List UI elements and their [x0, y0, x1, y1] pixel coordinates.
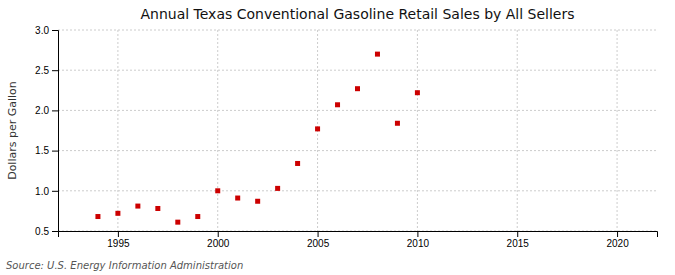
x-grid-line — [617, 30, 618, 231]
y-tick-label: 0.5 — [35, 226, 49, 237]
x-tick-label: 2000 — [207, 238, 230, 249]
y-grid-line — [58, 190, 657, 191]
point — [135, 204, 140, 209]
x-tick-label: 2005 — [307, 238, 330, 249]
point — [215, 188, 220, 193]
title: Annual Texas Conventional Gasoline Retai… — [140, 6, 574, 22]
y-grid-line — [58, 150, 657, 151]
y-grid-line — [58, 70, 657, 71]
y-axis: 0.5 1.0 1.5 2.0 2.5 3.0 — [35, 25, 58, 237]
x-tick: 2005 — [307, 231, 330, 249]
x-tick-label: 1995 — [107, 238, 130, 249]
x-tick-mark — [417, 231, 418, 237]
y-tick-mark — [52, 231, 58, 232]
y-tick: 0.5 — [35, 226, 58, 237]
point — [355, 86, 360, 91]
y-axis-title: Dollars per Gallon — [6, 81, 19, 180]
y-tick: 1.0 — [35, 186, 58, 197]
y-grid-line — [58, 110, 657, 111]
x-tick-mark — [318, 231, 319, 237]
x-grid-line — [417, 30, 418, 231]
y-tick-label: 1.0 — [35, 186, 49, 197]
y-tick-label: 2.0 — [35, 105, 49, 116]
x-tick: 2020 — [606, 231, 629, 249]
point — [295, 161, 300, 166]
points — [95, 52, 419, 225]
point — [95, 214, 100, 219]
grid — [58, 30, 657, 231]
chart: 1995 2000 2005 2010 2015 2020 0.5 1.0 1.5 2.0 2.5 3… — [0, 0, 675, 275]
y-tick-label: 2.5 — [35, 65, 49, 76]
x-tick: 2015 — [507, 231, 530, 249]
x-tick-label: 2020 — [606, 238, 629, 249]
y-tick-mark — [52, 70, 58, 71]
x-grid-line — [217, 30, 218, 231]
point — [235, 196, 240, 201]
y-tick-mark — [52, 191, 58, 192]
plot-area: 1995 2000 2005 2010 2015 2020 0.5 1.0 1.5 2.0 2.5 3… — [35, 25, 657, 249]
x-tick: 2000 — [207, 231, 230, 249]
y-tick-label: 3.0 — [35, 25, 49, 36]
x-tick-mark — [517, 231, 518, 237]
x-tick: 1995 — [107, 231, 130, 249]
y-grid-line — [58, 30, 657, 31]
y-tick-mark — [52, 110, 58, 111]
x-grid-line — [117, 30, 118, 231]
point — [115, 211, 120, 216]
y-tick-mark — [52, 151, 58, 152]
point — [155, 206, 160, 211]
point — [415, 90, 420, 95]
x-axis: 1995 2000 2005 2010 2015 2020 — [59, 231, 658, 249]
x-tick-mark — [218, 231, 219, 237]
point — [255, 199, 260, 204]
point — [395, 121, 400, 126]
x-tick-label: 2015 — [507, 238, 530, 249]
point — [315, 126, 320, 131]
y-tick-label: 1.5 — [35, 145, 49, 156]
x-tick-mark — [617, 231, 618, 237]
x-tick-label: 2010 — [407, 238, 430, 249]
point — [375, 52, 380, 57]
y-tick-mark — [52, 30, 58, 31]
point — [275, 186, 280, 191]
x-tick-mark — [118, 231, 119, 237]
y-tick: 3.0 — [35, 25, 58, 36]
source-note: Source: U.S. Energy Information Administ… — [6, 260, 243, 271]
x-tick: 2010 — [407, 231, 430, 249]
y-tick: 2.0 — [35, 105, 58, 116]
point — [335, 102, 340, 107]
y-tick: 1.5 — [35, 145, 58, 156]
point — [195, 214, 200, 219]
y-axis-line — [52, 31, 59, 232]
point — [175, 220, 180, 225]
y-tick: 2.5 — [35, 65, 58, 76]
x-axis-line — [59, 232, 658, 238]
x-grid-line — [517, 30, 518, 231]
